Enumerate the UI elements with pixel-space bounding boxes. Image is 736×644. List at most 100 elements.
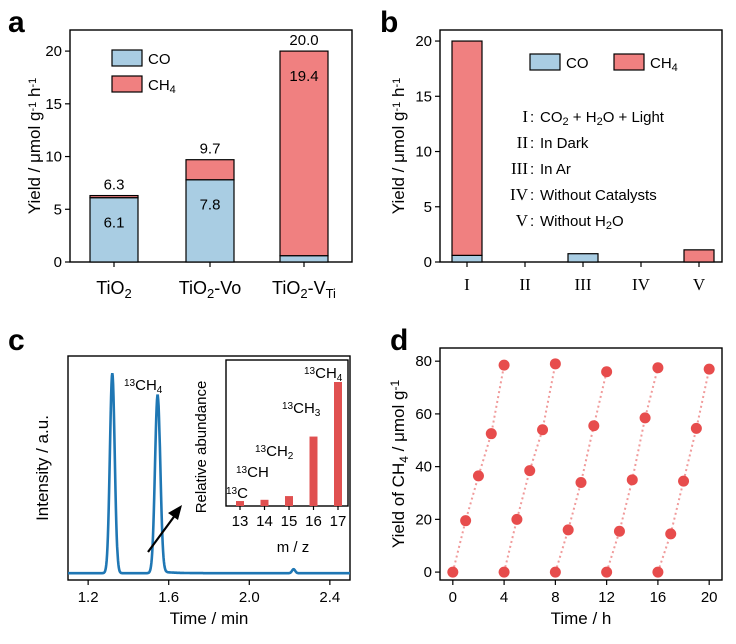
y-tick-label: 5 [424, 199, 432, 216]
data-point [601, 366, 613, 378]
y-tick-label: 10 [415, 144, 432, 161]
bar-co [567, 253, 599, 263]
chromatogram-line [68, 373, 350, 575]
condition-number: II [517, 133, 529, 152]
inner-label: 6.1 [104, 215, 125, 232]
chart-c: 1.2 1.6 2.0 2.4 Time / min Intensity / a.u. 13… [33, 355, 351, 628]
bar-co [451, 254, 483, 263]
arrow-head [168, 505, 182, 520]
legend-label-co: CO [566, 55, 589, 72]
condition-number: IV [510, 185, 529, 204]
data-point [472, 470, 484, 482]
inset-x-tick-label: 17 [330, 513, 347, 530]
inset-bar-label: 13CH2 [255, 443, 294, 462]
condition-label: CO2 + H2O + Light [540, 109, 665, 128]
data-point [498, 359, 510, 371]
x-tick-label: 0 [449, 589, 457, 606]
inset-x-tick-label: 15 [281, 513, 298, 530]
x-tick-label: 8 [551, 589, 559, 606]
y-tick-label: 20 [415, 33, 432, 50]
data-point [549, 358, 561, 370]
data-point [575, 476, 587, 488]
y-tick-label: 15 [45, 96, 62, 113]
total-label: 6.3 [104, 177, 125, 194]
plot-frame [67, 355, 351, 581]
inset-x-tick-label: 14 [256, 513, 273, 530]
inset-bar [260, 499, 269, 506]
bar-co [279, 255, 329, 263]
data-point [613, 525, 625, 537]
y-tick-label: 0 [54, 254, 62, 271]
arrow-line [147, 513, 177, 553]
plot-frame [439, 347, 723, 581]
condition-number: I [522, 107, 528, 126]
x-tick-label: TiO2-VTi [272, 278, 336, 301]
data-point [652, 362, 664, 374]
inset-bar-label: 13CH3 [282, 400, 321, 419]
cycle-line [503, 363, 557, 573]
chart-d: 0 20 40 60 80 0 4 8 12 16 20 Time / h Yield of CH4 /… [388, 347, 723, 628]
x-tick-label: 2.4 [319, 589, 340, 606]
inset-bar [309, 436, 318, 506]
y-axis-label: Intensity / a.u. [33, 415, 52, 521]
inset-bar [334, 382, 342, 506]
bar-ch4 [89, 194, 139, 199]
cycle-line [554, 371, 608, 573]
x-tick-label: 4 [500, 589, 508, 606]
y-tick-label: 0 [424, 564, 432, 581]
y-axis-label: Yield / μmol g-1 h-1 [389, 78, 408, 214]
x-tick-label: I [464, 275, 470, 294]
bar-ch4 [279, 50, 329, 257]
data-point [665, 528, 677, 540]
legend-swatch-co [529, 53, 561, 71]
x-tick-label: II [519, 275, 531, 294]
total-label: 20.0 [289, 32, 318, 49]
data-point [703, 363, 715, 375]
x-tick-label: 1.6 [158, 589, 179, 606]
condition-label: Without H2O [540, 213, 624, 232]
bar-ch4 [683, 249, 715, 263]
cycle-line [605, 367, 659, 573]
y-tick-label: 60 [415, 406, 432, 423]
condition-colon: : [530, 213, 534, 230]
legend-label-ch4: CH4 [650, 55, 678, 74]
inset-bar [236, 501, 244, 506]
data-point [511, 513, 523, 525]
bar-ch4 [451, 40, 483, 256]
data-point [601, 566, 613, 578]
panel-label-b: b [380, 6, 398, 39]
data-point [562, 524, 574, 536]
panel-label-a: a [8, 6, 25, 39]
total-label: 9.7 [200, 141, 221, 158]
condition-colon: : [530, 109, 534, 126]
condition-label: In Dark [540, 135, 589, 152]
y-tick-label: 20 [45, 43, 62, 60]
cycle-line [451, 364, 506, 573]
data-point [588, 420, 600, 432]
data-point [549, 566, 561, 578]
y-tick-label: 10 [45, 149, 62, 166]
data-point [447, 566, 459, 578]
data-point [524, 465, 536, 477]
legend-swatch-co [111, 49, 143, 67]
inner-label: 19.4 [289, 68, 318, 85]
x-tick-label: III [575, 275, 592, 294]
legend-swatch-ch4 [111, 75, 143, 93]
data-point [537, 424, 549, 436]
y-axis-label: Yield of CH4 / μmol g-1 [388, 380, 410, 549]
x-tick-label: 12 [598, 589, 615, 606]
data-point [485, 428, 497, 440]
bar-ch4 [185, 159, 235, 181]
condition-colon: : [530, 135, 534, 152]
x-tick-label: TiO2 [96, 278, 132, 301]
x-axis-label: Time / min [170, 609, 249, 628]
data-point [498, 566, 510, 578]
x-tick-label: 2.0 [239, 589, 260, 606]
x-axis-label: Time / h [551, 609, 612, 628]
inset-y-axis-label: Relative abundance [193, 381, 210, 514]
legend-label-ch4: CH4 [148, 77, 176, 96]
data-point [652, 566, 664, 578]
data-point [460, 515, 472, 527]
